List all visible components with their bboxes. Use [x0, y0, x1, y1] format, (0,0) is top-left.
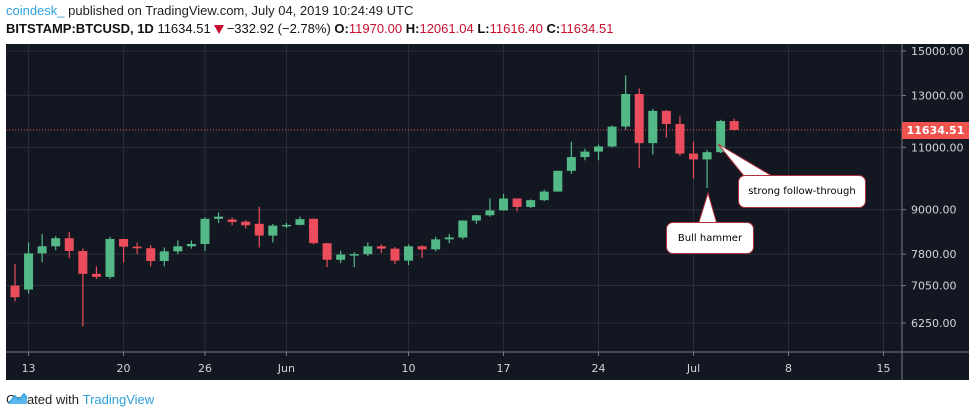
price-tick-label: 13000.00 — [911, 89, 964, 102]
low-value: 11616.40 — [489, 21, 543, 36]
candle[interactable] — [268, 223, 278, 243]
candle[interactable] — [566, 141, 576, 174]
candle[interactable] — [363, 242, 373, 257]
high-label: H: — [405, 21, 420, 36]
time-tick-label: 8 — [785, 362, 792, 375]
price-tick-label: 6250.00 — [911, 317, 957, 330]
candle[interactable] — [146, 245, 156, 267]
price-axis[interactable]: 15000.00 13000.00 11000.00 9000.00 7800.00 70… — [902, 45, 964, 330]
candle[interactable] — [241, 220, 251, 229]
high-value: 12061.04 — [419, 21, 474, 36]
candle[interactable] — [173, 240, 183, 255]
low-label: L: — [477, 21, 490, 36]
candle[interactable] — [512, 198, 522, 212]
candle[interactable] — [37, 234, 47, 263]
chart-pane[interactable]: 15000.00 13000.00 11000.00 9000.00 7800.00 70… — [6, 44, 969, 380]
time-tick-label: 17 — [497, 362, 511, 375]
price-tick-label: 7800.00 — [911, 248, 957, 261]
candle[interactable] — [105, 236, 115, 280]
close-label: C: — [546, 21, 561, 36]
candle[interactable] — [322, 243, 332, 268]
candle[interactable] — [376, 244, 386, 253]
tradingview-brand[interactable]: TradingView — [82, 392, 155, 407]
open-label: O: — [334, 21, 349, 36]
candle[interactable] — [78, 248, 88, 327]
candle[interactable] — [431, 236, 441, 252]
last-price-tag: 11634.51 — [902, 121, 969, 139]
candle[interactable] — [621, 75, 631, 130]
candle[interactable] — [91, 266, 101, 280]
candle[interactable] — [594, 144, 604, 161]
time-tick-label: Jul — [686, 362, 700, 375]
candle[interactable] — [186, 240, 196, 249]
callout-strong-follow-through[interactable]: strong follow-through — [738, 175, 866, 208]
candle[interactable] — [254, 206, 264, 248]
down-triangle-icon — [213, 25, 224, 34]
candle[interactable] — [227, 217, 237, 226]
candle[interactable] — [24, 242, 34, 294]
candle[interactable] — [349, 252, 359, 268]
candle[interactable] — [526, 199, 536, 208]
publish-text: published on TradingView.com, July 04, 2… — [64, 3, 414, 18]
publish-info: coindesk_ published on TradingView.com, … — [6, 3, 413, 18]
tradingview-logo-icon — [8, 392, 28, 404]
publisher-username[interactable]: coindesk_ — [6, 3, 65, 18]
candle[interactable] — [661, 110, 671, 138]
open-value: 11970.00 — [348, 21, 403, 36]
time-tick-label: 26 — [198, 362, 212, 375]
time-tick-label: 10 — [402, 362, 416, 375]
candle[interactable] — [702, 149, 712, 189]
candle[interactable] — [336, 250, 346, 264]
price-tick-label: 7050.00 — [911, 280, 957, 293]
grid-lines — [6, 44, 902, 352]
candle[interactable] — [119, 238, 129, 263]
close-value: 11634.51 — [560, 21, 614, 36]
time-tick-label: 13 — [22, 362, 36, 375]
candle[interactable] — [51, 235, 61, 251]
candle[interactable] — [471, 214, 481, 224]
price-tick-label: 9000.00 — [911, 204, 957, 217]
candle[interactable] — [281, 222, 291, 229]
candle[interactable] — [648, 108, 658, 155]
footer: Created with TradingView — [6, 392, 154, 407]
candle[interactable] — [309, 218, 319, 245]
price-change: −332.92 (−2.78%) — [226, 21, 331, 36]
candle[interactable] — [485, 198, 495, 217]
candle[interactable] — [675, 116, 685, 156]
price-tick-label: 11000.00 — [911, 141, 964, 154]
time-axis[interactable]: 13 20 26 Jun 10 17 24 Jul 8 15 — [22, 352, 891, 375]
time-tick-label: Jun — [277, 362, 295, 375]
symbol-name: BITSTAMP:BTCUSD, 1D — [6, 21, 154, 36]
candle[interactable] — [159, 247, 169, 267]
candle[interactable] — [64, 231, 74, 259]
candle[interactable] — [200, 217, 210, 251]
candles — [10, 75, 739, 327]
candle[interactable] — [580, 148, 590, 161]
candle[interactable] — [214, 212, 224, 224]
candle[interactable] — [499, 193, 509, 211]
candle[interactable] — [729, 118, 739, 131]
candlestick-chart[interactable]: 15000.00 13000.00 11000.00 9000.00 7800.00 70… — [6, 44, 969, 380]
candle[interactable] — [417, 245, 427, 259]
candle[interactable] — [10, 263, 20, 302]
candle[interactable] — [444, 234, 454, 244]
candle[interactable] — [539, 189, 549, 202]
time-tick-label: 20 — [117, 362, 131, 375]
time-tick-label: 24 — [592, 362, 606, 375]
time-tick-label: 15 — [876, 362, 890, 375]
candle[interactable] — [132, 242, 142, 255]
callout-bull-hammer[interactable]: Bull hammer — [666, 222, 754, 254]
candle[interactable] — [458, 220, 468, 240]
candle[interactable] — [553, 170, 563, 192]
candle[interactable] — [689, 141, 698, 179]
candle[interactable] — [607, 125, 617, 148]
candle[interactable] — [390, 247, 400, 265]
last-price: 11634.51 — [157, 21, 211, 36]
candle[interactable] — [295, 216, 305, 226]
price-tick-label: 15000.00 — [911, 45, 964, 58]
candle[interactable] — [404, 244, 414, 266]
symbol-legend: BITSTAMP:BTCUSD, 1D 11634.51 −332.92 (−2.… — [6, 21, 613, 36]
candle[interactable] — [634, 88, 644, 168]
